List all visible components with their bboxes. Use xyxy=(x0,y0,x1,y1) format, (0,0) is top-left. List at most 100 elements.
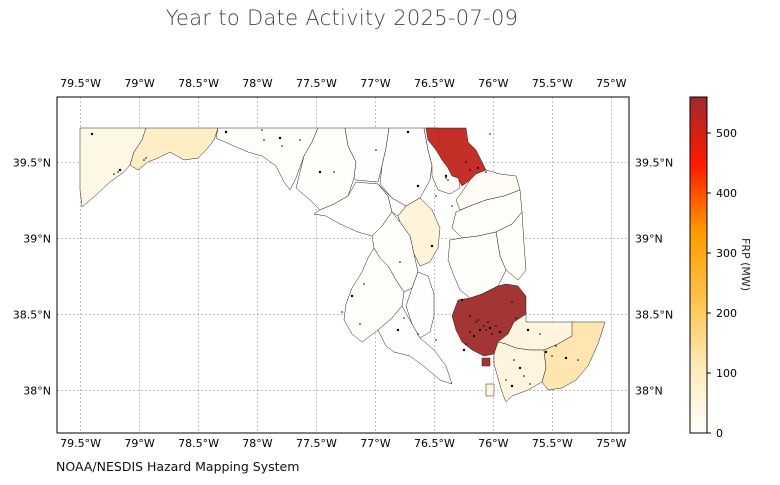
hotspot-16 xyxy=(445,177,447,179)
hotspot-66 xyxy=(350,294,354,298)
hotspot-12 xyxy=(318,170,322,174)
lon-label-top-6: 76.5°W xyxy=(414,77,455,90)
hotspot-10 xyxy=(281,145,283,147)
map-frame xyxy=(56,96,630,434)
hotspot-13 xyxy=(333,171,335,173)
colorbar-tick-label-5: 500 xyxy=(716,127,737,140)
hotspot-56 xyxy=(513,359,515,361)
county-calvert xyxy=(405,271,435,339)
county-allegany xyxy=(129,127,219,171)
hotspot-26 xyxy=(451,205,453,207)
hotspot-42 xyxy=(498,330,502,334)
hotspot-44 xyxy=(477,319,479,321)
hotspot-40 xyxy=(491,333,493,335)
lon-label-top-0: 79.5°W xyxy=(60,77,101,90)
data-credit: NOAA/NESDIS Hazard Mapping System xyxy=(56,459,300,474)
colorbar-tick-label-0: 0 xyxy=(716,427,723,440)
colorbar-tick-label-2: 200 xyxy=(716,307,737,320)
lon-label-bottom-1: 79°W xyxy=(124,437,154,450)
colorbar-tick-label-3: 300 xyxy=(716,247,737,260)
hotspot-49 xyxy=(511,301,513,303)
hotspot-29 xyxy=(403,317,405,319)
lon-label-bottom-4: 77.5°W xyxy=(296,437,337,450)
colorbar: 0 100 200 300 400 500 xyxy=(689,96,737,440)
hotspot-37 xyxy=(483,325,485,327)
lon-label-bottom-8: 75.5°W xyxy=(532,437,573,450)
lon-label-top-5: 77°W xyxy=(360,77,390,90)
hotspot-4 xyxy=(145,157,147,159)
colorbar-tick-label-4: 400 xyxy=(716,187,737,200)
county-cecil xyxy=(425,127,487,187)
hotspot-48 xyxy=(462,348,466,352)
hotspot-41 xyxy=(495,325,497,327)
hotspot-53 xyxy=(555,345,557,347)
hotspot-43 xyxy=(487,321,489,323)
hotspot-8 xyxy=(263,139,265,141)
colorbar-label: FRP (MW) xyxy=(739,238,752,292)
hotspot-35 xyxy=(475,321,477,323)
hotspot-33 xyxy=(460,298,464,302)
hotspot-3 xyxy=(118,168,122,172)
hotspot-51 xyxy=(526,328,530,332)
hotspot-30 xyxy=(396,328,400,332)
hotspot-9 xyxy=(278,136,282,140)
maryland-counties xyxy=(79,127,606,403)
hotspot-6 xyxy=(224,130,228,134)
lat-label-left-3: 38°N xyxy=(23,384,51,397)
hotspot-64 xyxy=(341,311,343,313)
county-st-marys xyxy=(377,305,453,385)
hotspot-54 xyxy=(564,356,568,360)
hotspot-36 xyxy=(478,328,482,332)
hotspot-14 xyxy=(375,149,377,151)
hotspot-67 xyxy=(363,283,365,285)
hotspot-58 xyxy=(523,375,525,377)
hotspot-15 xyxy=(406,130,410,134)
hotspot-55 xyxy=(577,359,579,361)
county-worcester xyxy=(541,321,606,391)
hotspot-52 xyxy=(539,333,541,335)
lon-label-bottom-9: 75°W xyxy=(596,437,626,450)
hotspot-1 xyxy=(113,173,115,175)
colorbar-tick-label-1: 100 xyxy=(716,367,737,380)
county-charles xyxy=(343,247,405,343)
hotspot-28 xyxy=(399,261,401,263)
hotspot-57 xyxy=(518,366,522,370)
lon-label-top-1: 79°W xyxy=(124,77,154,90)
hotspot-60 xyxy=(544,350,548,354)
colorbar-gradient xyxy=(689,96,708,434)
hotspot-5 xyxy=(143,159,145,161)
county-somerset-island xyxy=(485,383,495,397)
lon-label-bottom-2: 78.5°W xyxy=(178,437,219,450)
axis-ticks: 79.5°W 79.5°W 79°W 79°W 78.5°W 78.5°W 78°W 78°W… xyxy=(13,77,673,450)
hotspot-24 xyxy=(416,184,420,188)
hotspot-18 xyxy=(444,174,448,178)
hotspot-39 xyxy=(488,326,492,330)
county-anne-arundel xyxy=(397,197,441,267)
hotspot-50 xyxy=(515,317,517,319)
hotspot-46 xyxy=(469,331,471,333)
hotspot-25 xyxy=(435,195,437,197)
lat-label-right-2: 38.5°N xyxy=(635,308,673,321)
hotspot-62 xyxy=(505,379,507,381)
hotspot-11 xyxy=(299,139,301,141)
hotspot-23 xyxy=(489,133,491,135)
lat-label-right-1: 39°N xyxy=(635,232,663,245)
hotspot-21 xyxy=(476,166,480,170)
county-dorchester-island xyxy=(481,357,491,367)
hotspot-65 xyxy=(359,323,361,325)
lon-label-bottom-0: 79.5°W xyxy=(60,437,101,450)
hotspot-47 xyxy=(465,343,467,345)
lat-label-left-2: 38.5°N xyxy=(13,308,51,321)
lon-label-top-2: 78.5°W xyxy=(178,77,219,90)
hotspot-7 xyxy=(261,129,263,131)
lon-label-bottom-6: 76.5°W xyxy=(414,437,455,450)
lon-label-top-3: 78°W xyxy=(242,77,272,90)
lon-label-top-9: 75°W xyxy=(596,77,626,90)
lon-label-bottom-5: 77°W xyxy=(360,437,390,450)
colorbar-ticks: 0 100 200 300 400 500 xyxy=(707,127,737,440)
lon-label-top-4: 77.5°W xyxy=(296,77,337,90)
hotspot-20 xyxy=(469,169,471,171)
hotspot-27 xyxy=(430,244,434,248)
hotspot-63 xyxy=(510,384,514,388)
